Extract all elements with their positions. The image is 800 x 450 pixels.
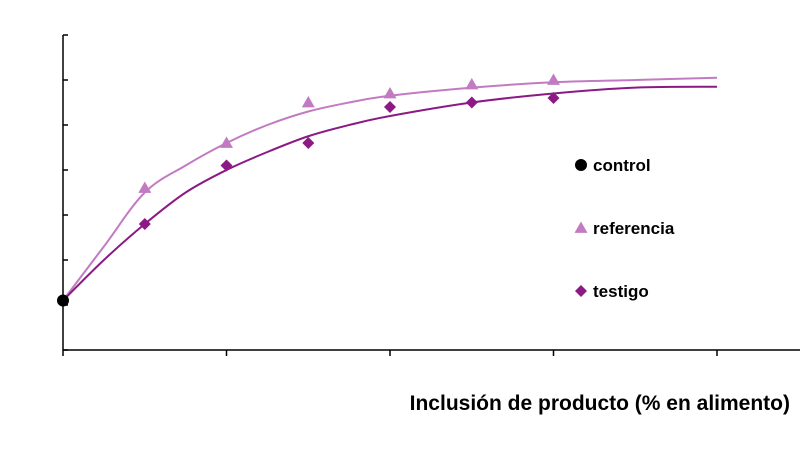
- legend-marker-referencia: [574, 221, 588, 233]
- data-point-testigo: [547, 92, 560, 104]
- legend-label-control: control: [593, 156, 651, 175]
- data-point-testigo: [138, 218, 151, 230]
- data-point-referencia: [301, 96, 315, 108]
- data-point-testigo: [220, 159, 233, 172]
- x-axis-title: Inclusión de producto (% en alimento): [410, 392, 790, 415]
- data-point-testigo: [465, 96, 478, 109]
- data-point-referencia: [383, 87, 397, 99]
- data-point-testigo: [302, 137, 315, 149]
- legend-label-testigo: testigo: [593, 282, 649, 301]
- data-point-testigo: [384, 101, 396, 113]
- data-point-referencia: [547, 73, 560, 85]
- data-point-referencia: [465, 78, 479, 90]
- data-points: [57, 73, 560, 307]
- axes: [62, 34, 800, 356]
- data-point-referencia: [138, 181, 152, 193]
- legend: control referencia testigo: [574, 156, 675, 301]
- legend-item-control: control: [575, 156, 651, 175]
- data-point-control: [57, 294, 69, 307]
- legend-label-referencia: referencia: [593, 219, 675, 238]
- legend-item-referencia: referencia: [574, 219, 675, 238]
- curve-testigo: [62, 85, 718, 302]
- legend-marker-control: [575, 159, 587, 171]
- data-point-referencia: [220, 136, 233, 148]
- legend-item-testigo: testigo: [575, 282, 649, 301]
- legend-marker-testigo: [575, 285, 587, 297]
